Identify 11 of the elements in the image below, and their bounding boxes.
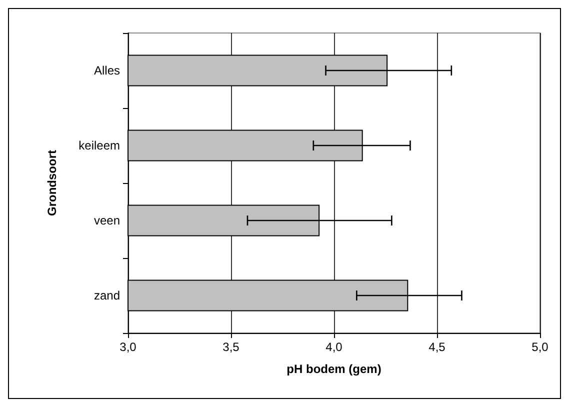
x-tick-label: 5,0 bbox=[532, 340, 549, 354]
y-tick-label: Alles bbox=[94, 64, 120, 78]
x-axis-title: pH bodem (gem) bbox=[286, 362, 382, 376]
y-tick-label: keileem bbox=[78, 138, 120, 152]
y-tick-label: veen bbox=[94, 214, 120, 228]
y-axis-title: Grondsoort bbox=[45, 150, 59, 216]
y-tick-label: zand bbox=[94, 288, 120, 302]
x-tick-label: 4,0 bbox=[326, 340, 343, 354]
x-tick-label: 4,5 bbox=[428, 340, 446, 354]
x-tick-label: 3,0 bbox=[120, 340, 137, 354]
x-tick-label: 3,5 bbox=[222, 340, 240, 354]
